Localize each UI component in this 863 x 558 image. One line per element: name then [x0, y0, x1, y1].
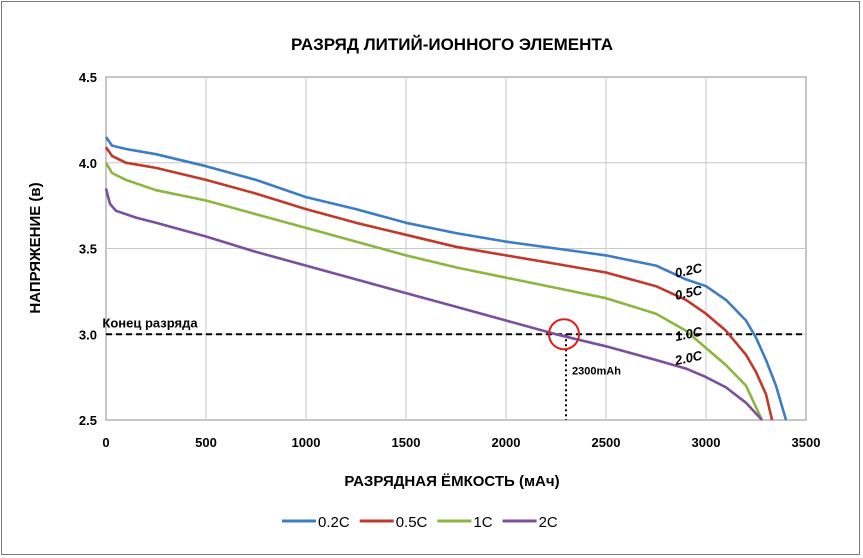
series-line: [104, 162, 764, 421]
legend-label: 0.2C: [318, 514, 350, 531]
chart-title: РАЗРЯД ЛИТИЙ-ИОННОГО ЭЛЕМЕНТА: [291, 35, 613, 54]
curve-label: 0.5C: [674, 282, 705, 303]
annotations: Конец разряда 2300mAh: [102, 315, 621, 377]
y-tick-label: 3.5: [79, 242, 97, 257]
series-line: [104, 188, 763, 421]
y-tick-label: 4.0: [79, 156, 97, 171]
curve-label: 1.0C: [674, 324, 705, 345]
curve-label: 0.2C: [674, 260, 705, 281]
y-tick-label: 4.5: [79, 70, 97, 85]
ticks: 0 500 1000 1500 2000 2500 3000 3500 2.5 3.0 3.5 4.0…: [79, 70, 821, 450]
x-tick-label: 3000: [692, 435, 721, 450]
x-tick-label: 1500: [392, 435, 421, 450]
legend-label: 0.5C: [396, 514, 428, 531]
x-tick-label: 0: [102, 435, 109, 450]
x-axis-label: РАЗРЯДНАЯ ЁМКОСТЬ (мАч): [344, 473, 559, 490]
legend-label: 1C: [473, 514, 492, 531]
legend: 0.2C 0.5C 1C 2C: [282, 514, 558, 531]
curves: [104, 136, 788, 421]
x-tick-label: 500: [195, 435, 217, 450]
y-tick-label: 2.5: [79, 413, 97, 428]
x-tick-label: 2000: [492, 435, 521, 450]
capacity-marker-circle: [548, 318, 580, 351]
x-tick-label: 1000: [292, 435, 321, 450]
series-line: [104, 146, 774, 421]
curve-label: 2.0C: [673, 348, 705, 369]
y-axis-label: НАПРЯЖЕНИЕ (в): [27, 182, 44, 313]
y-tick-label: 3.0: [79, 327, 97, 342]
legend-label: 2C: [539, 514, 558, 531]
capacity-marker-label: 2300mAh: [572, 365, 621, 377]
x-tick-label: 3500: [792, 435, 821, 450]
curve-labels: 0.2C0.5C 1.0C 2.0C: [673, 260, 705, 368]
series-line: [104, 136, 788, 421]
end-of-discharge-label: Конец разряда: [102, 315, 198, 330]
x-tick-label: 2500: [592, 435, 621, 450]
